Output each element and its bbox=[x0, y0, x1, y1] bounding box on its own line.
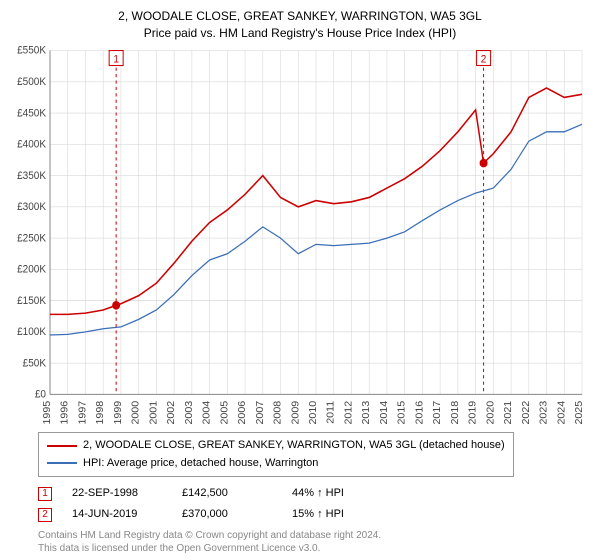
svg-text:£450K: £450K bbox=[17, 108, 46, 119]
svg-text:2006: 2006 bbox=[237, 400, 248, 424]
sale-row-1: 1 22-SEP-1998 £142,500 44% ↑ HPI bbox=[38, 483, 590, 504]
svg-text:1998: 1998 bbox=[95, 400, 106, 424]
footer-line-1: Contains HM Land Registry data © Crown c… bbox=[38, 529, 590, 542]
svg-text:2004: 2004 bbox=[202, 400, 213, 424]
legend-swatch-property bbox=[47, 445, 77, 447]
svg-text:2: 2 bbox=[481, 54, 487, 65]
svg-text:2016: 2016 bbox=[415, 400, 426, 424]
svg-text:2008: 2008 bbox=[273, 400, 284, 424]
svg-text:2010: 2010 bbox=[308, 400, 319, 424]
svg-text:2009: 2009 bbox=[291, 400, 302, 424]
sale-marker-2: 2 bbox=[38, 508, 52, 522]
svg-text:2015: 2015 bbox=[397, 400, 408, 424]
legend-label-property: 2, WOODALE CLOSE, GREAT SANKEY, WARRINGT… bbox=[83, 437, 505, 455]
svg-text:2002: 2002 bbox=[166, 400, 177, 424]
price-chart-svg: £0 £50K £100K £150K £200K £250K £300K £350K £400… bbox=[10, 42, 590, 426]
chart-title: 2, WOODALE CLOSE, GREAT SANKEY, WARRINGT… bbox=[10, 8, 590, 42]
sale-row-2: 2 14-JUN-2019 £370,000 15% ↑ HPI bbox=[38, 504, 590, 525]
sale-marker-1: 1 bbox=[38, 487, 52, 501]
svg-text:1999: 1999 bbox=[113, 400, 124, 424]
legend-label-hpi: HPI: Average price, detached house, Warr… bbox=[83, 455, 318, 473]
svg-text:£550K: £550K bbox=[17, 45, 46, 56]
legend-box: 2, WOODALE CLOSE, GREAT SANKEY, WARRINGT… bbox=[38, 432, 514, 477]
legend-swatch-hpi bbox=[47, 462, 77, 464]
svg-text:2018: 2018 bbox=[450, 400, 461, 424]
svg-text:2025: 2025 bbox=[574, 400, 585, 424]
svg-text:2012: 2012 bbox=[344, 400, 355, 424]
svg-text:£150K: £150K bbox=[17, 295, 46, 306]
svg-text:£300K: £300K bbox=[17, 201, 46, 212]
svg-text:2019: 2019 bbox=[468, 400, 479, 424]
svg-text:1997: 1997 bbox=[78, 400, 89, 424]
legend-row-hpi: HPI: Average price, detached house, Warr… bbox=[47, 455, 505, 473]
svg-text:2013: 2013 bbox=[361, 400, 372, 424]
chart-plot-area: £0 £50K £100K £150K £200K £250K £300K £350K £400… bbox=[10, 42, 590, 426]
svg-text:2024: 2024 bbox=[557, 400, 568, 424]
svg-text:£500K: £500K bbox=[17, 76, 46, 87]
svg-text:2011: 2011 bbox=[326, 400, 337, 423]
footer-line-2: This data is licensed under the Open Gov… bbox=[38, 542, 590, 555]
svg-text:2003: 2003 bbox=[184, 400, 195, 424]
svg-text:2020: 2020 bbox=[486, 400, 497, 424]
svg-text:1: 1 bbox=[113, 54, 119, 65]
svg-text:2014: 2014 bbox=[379, 400, 390, 424]
svg-text:£400K: £400K bbox=[17, 139, 46, 150]
svg-text:2001: 2001 bbox=[149, 400, 160, 424]
sales-table: 1 22-SEP-1998 £142,500 44% ↑ HPI 2 14-JU… bbox=[38, 483, 590, 525]
sale-date-1: 22-SEP-1998 bbox=[72, 483, 162, 504]
svg-text:2017: 2017 bbox=[432, 400, 443, 424]
svg-text:2007: 2007 bbox=[255, 400, 266, 424]
svg-text:£50K: £50K bbox=[23, 358, 46, 369]
svg-text:£250K: £250K bbox=[17, 233, 46, 244]
sale-delta-2: 15% ↑ HPI bbox=[292, 504, 382, 525]
svg-text:2005: 2005 bbox=[220, 400, 231, 424]
svg-text:2021: 2021 bbox=[503, 400, 514, 424]
svg-text:£0: £0 bbox=[35, 389, 46, 400]
title-line-1: 2, WOODALE CLOSE, GREAT SANKEY, WARRINGT… bbox=[10, 8, 590, 25]
legend-row-property: 2, WOODALE CLOSE, GREAT SANKEY, WARRINGT… bbox=[47, 437, 505, 455]
footer-attribution: Contains HM Land Registry data © Crown c… bbox=[38, 529, 590, 555]
svg-text:2000: 2000 bbox=[131, 400, 142, 424]
sale-price-2: £370,000 bbox=[182, 504, 272, 525]
sale-price-1: £142,500 bbox=[182, 483, 272, 504]
sale-date-2: 14-JUN-2019 bbox=[72, 504, 162, 525]
svg-text:2023: 2023 bbox=[539, 400, 550, 424]
svg-text:£200K: £200K bbox=[17, 264, 46, 275]
svg-text:1995: 1995 bbox=[42, 400, 53, 424]
svg-text:£100K: £100K bbox=[17, 326, 46, 337]
sale-delta-1: 44% ↑ HPI bbox=[292, 483, 382, 504]
svg-text:1996: 1996 bbox=[60, 400, 71, 424]
svg-text:£350K: £350K bbox=[17, 170, 46, 181]
title-line-2: Price paid vs. HM Land Registry's House … bbox=[10, 25, 590, 42]
svg-text:2022: 2022 bbox=[521, 400, 532, 424]
